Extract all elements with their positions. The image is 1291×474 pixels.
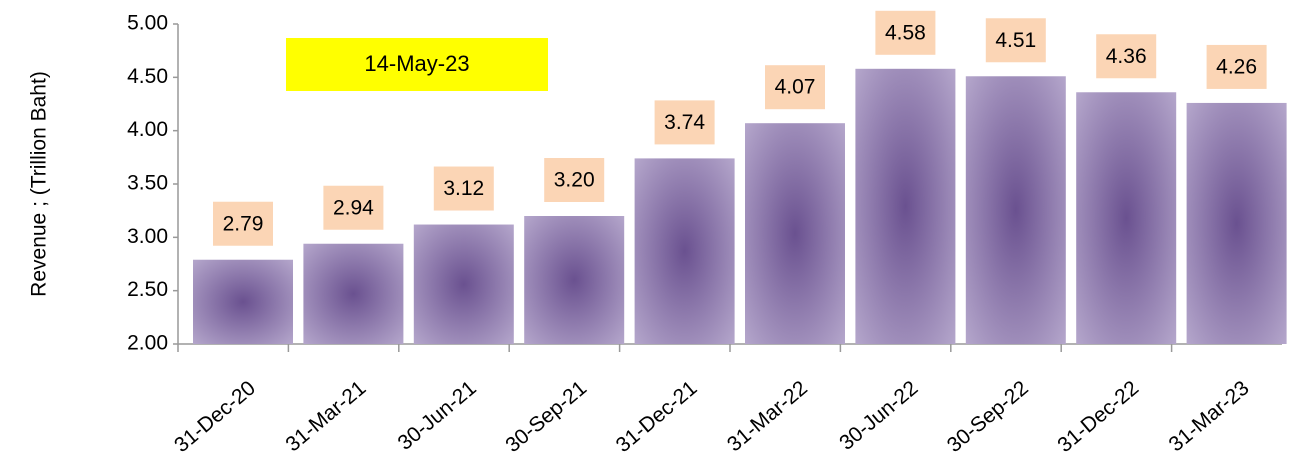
bar xyxy=(855,68,956,345)
bar xyxy=(634,158,735,344)
value-label: 4.58 xyxy=(885,21,926,44)
y-tick-label: 4.00 xyxy=(127,118,168,141)
y-tick-label: 3.50 xyxy=(127,172,168,195)
value-label-box xyxy=(765,65,825,110)
y-tick-label: 3.00 xyxy=(127,225,168,248)
value-label-box xyxy=(985,18,1046,63)
bar xyxy=(1186,102,1287,344)
value-label-box xyxy=(213,201,273,246)
bar xyxy=(303,243,404,344)
y-tick-label: 2.00 xyxy=(127,332,168,355)
y-tick-label: 5.00 xyxy=(127,12,168,35)
value-label-box xyxy=(875,10,936,55)
value-label: 3.74 xyxy=(664,111,705,134)
value-label: 4.51 xyxy=(995,29,1036,52)
value-label-box xyxy=(323,185,384,230)
value-label: 2.94 xyxy=(333,196,374,219)
x-tick-label: 30-Sep-22 xyxy=(943,376,1033,457)
y-tick-label: 2.50 xyxy=(127,278,168,301)
bar xyxy=(1076,92,1177,345)
value-label-box xyxy=(544,158,605,202)
value-label: 4.26 xyxy=(1216,55,1257,78)
value-label: 4.07 xyxy=(775,76,816,99)
bar xyxy=(524,216,625,344)
bar xyxy=(965,76,1066,345)
x-tick-label: 31-Dec-20 xyxy=(170,376,260,457)
value-label: 4.36 xyxy=(1106,45,1147,68)
x-tick-label: 30-Sep-21 xyxy=(501,376,591,457)
x-tick-label: 30-Jun-21 xyxy=(394,376,481,454)
value-label-box xyxy=(654,100,715,145)
x-tick-label: 31-Mar-21 xyxy=(281,376,370,456)
annotation-box xyxy=(286,38,548,91)
bar xyxy=(193,259,293,344)
value-label: 2.79 xyxy=(223,212,264,235)
y-tick-label: 4.50 xyxy=(127,65,168,88)
value-label-box xyxy=(1206,44,1267,89)
y-axis-label: Revenue ; (Trillion Baht) xyxy=(28,71,51,297)
x-tick-label: 31-Mar-23 xyxy=(1165,376,1254,456)
value-label: 3.20 xyxy=(554,169,595,192)
x-tick-label: 31-Dec-21 xyxy=(612,376,702,457)
value-label-box xyxy=(1096,34,1157,79)
value-label: 3.12 xyxy=(443,177,484,200)
x-tick-label: 30-Jun-22 xyxy=(835,376,922,454)
bar xyxy=(413,224,514,344)
value-label-box xyxy=(433,166,494,211)
x-tick-label: 31-Mar-22 xyxy=(723,376,812,456)
annotation: 14-May-23 xyxy=(364,51,469,76)
x-tick-label: 31-Dec-22 xyxy=(1053,376,1143,457)
bar xyxy=(745,123,845,344)
